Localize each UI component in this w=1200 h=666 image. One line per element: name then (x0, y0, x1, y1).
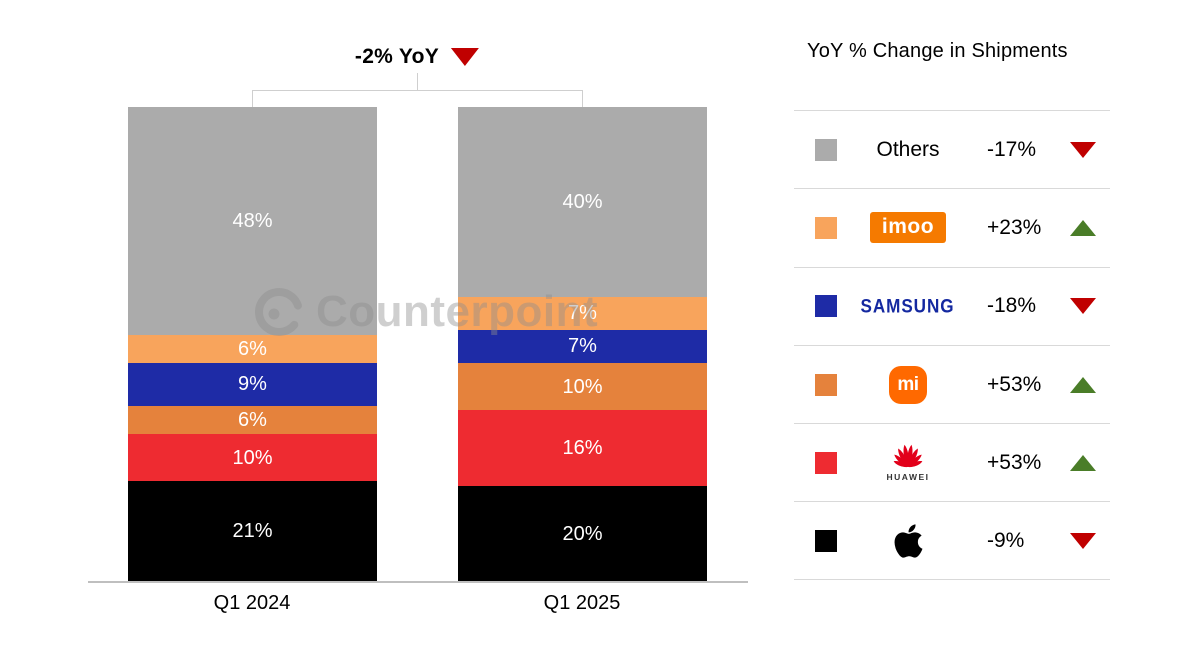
bar-segment-huawei: 16% (458, 410, 707, 487)
bar-segment-xiaomi: 10% (458, 362, 707, 411)
bar-segment-others: 48% (128, 107, 377, 335)
bar-segment-label: 20% (562, 522, 603, 545)
bar-segment-others: 40% (458, 107, 707, 297)
huawei-change: +53% (987, 450, 1042, 474)
legend-row-others: Others -17% (794, 110, 1110, 188)
imoo-logo: imoo (869, 212, 947, 244)
legend-row-samsung: SAMSUNG -18% (794, 266, 1110, 345)
huawei-wordmark: HUAWEI (886, 472, 930, 483)
yoy-down-triangle-icon (451, 48, 480, 66)
bracket-tick-left (252, 90, 253, 107)
bar-segment-imoo: 7% (458, 296, 707, 330)
samsung-down-triangle-icon (1070, 298, 1096, 315)
apple-logo-icon (894, 524, 922, 558)
x-axis-line (88, 581, 748, 583)
huawei-up-triangle-icon (1070, 454, 1096, 471)
xiaomi-swatch (815, 373, 837, 396)
bar-segment-label: 6% (238, 408, 267, 431)
legend-row-apple: -9% (794, 501, 1110, 580)
bar-segment-label: 40% (562, 190, 603, 213)
bar-segment-samsung: 7% (458, 329, 707, 363)
bar-segment-label: 16% (562, 437, 603, 460)
imoo-up-triangle-icon (1070, 219, 1096, 236)
others-down-triangle-icon (1070, 141, 1096, 158)
legend-row-xiaomi: mi +53% (794, 344, 1110, 423)
bar-segment-label: 7% (568, 302, 597, 325)
bar-segment-label: 21% (232, 520, 273, 543)
huawei-logo: HUAWEI (886, 443, 930, 482)
bar-segment-label: 48% (232, 209, 273, 232)
bar-segment-label: 10% (562, 375, 603, 398)
huawei-swatch (815, 451, 837, 474)
chart-title-label: -2% YoY (354, 45, 440, 68)
bar-segment-xiaomi: 6% (128, 405, 377, 435)
bar-segment-samsung: 9% (128, 362, 377, 406)
bar-segment-label: 6% (238, 337, 267, 360)
bar-q1-2024: 48% 6% 9% 6% 10% 21% (128, 107, 377, 581)
legend-row-huawei: HUAWEI +53% (794, 423, 1110, 501)
bar-q1-2025: 40% 7% 7% 10% 16% 20% (458, 107, 707, 581)
imoo-change: +23% (987, 215, 1042, 239)
others-swatch (815, 138, 837, 161)
bar-segment-label: 9% (238, 373, 267, 396)
bracket-horizontal (252, 90, 583, 91)
xiaomi-change: +53% (987, 372, 1042, 396)
bar-segment-imoo: 6% (128, 334, 377, 363)
samsung-change: -18% (987, 294, 1037, 318)
bar-segment-label: 10% (232, 446, 273, 469)
legend-row-imoo: imoo +23% (794, 188, 1110, 266)
bar-segment-label: 7% (568, 335, 597, 358)
bar-segment-apple: 20% (458, 486, 707, 581)
imoo-swatch (815, 216, 837, 239)
apple-swatch (815, 529, 837, 552)
xiaomi-mi-logo: mi (889, 365, 927, 404)
others-label: Others (876, 137, 940, 161)
xiaomi-up-triangle-icon (1070, 376, 1096, 393)
chart-title: -2% YoY (354, 45, 480, 69)
bar-segment-apple: 21% (128, 481, 377, 581)
others-change: -17% (987, 137, 1037, 161)
bracket-stem (417, 73, 418, 90)
samsung-logo: SAMSUNG (860, 294, 956, 317)
legend-header: YoY % Change in Shipments (807, 40, 1068, 62)
bracket-tick-right (582, 90, 583, 107)
x-axis-label-q1-2024: Q1 2024 (213, 592, 291, 614)
legend-panel: YoY % Change in Shipments Others -17% im… (794, 40, 1110, 580)
bar-segment-huawei: 10% (128, 434, 377, 482)
huawei-flower-icon (893, 445, 923, 468)
apple-change: -9% (987, 528, 1025, 552)
samsung-swatch (815, 295, 837, 318)
x-axis-label-q1-2025: Q1 2025 (543, 592, 621, 614)
apple-down-triangle-icon (1070, 532, 1096, 549)
